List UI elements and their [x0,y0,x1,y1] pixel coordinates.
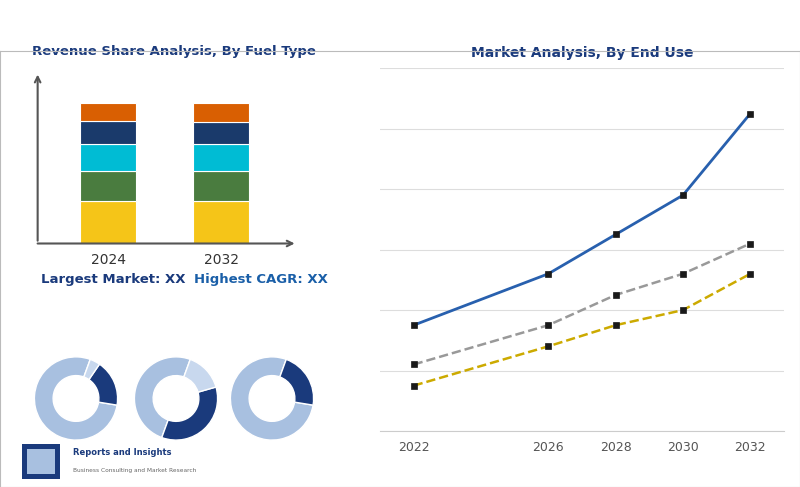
Bar [193,103,250,122]
Bar [80,103,137,121]
Wedge shape [230,357,313,440]
Wedge shape [184,359,216,392]
Title: Market Analysis, By End Use: Market Analysis, By End Use [470,46,694,60]
Bar [193,144,250,171]
Wedge shape [280,359,314,405]
Wedge shape [134,357,190,437]
Bar [193,201,250,244]
Text: Business Consulting and Market Research: Business Consulting and Market Research [73,468,196,473]
Bar [193,122,250,144]
Wedge shape [162,387,218,440]
FancyBboxPatch shape [22,444,61,479]
Bar [80,121,137,144]
Wedge shape [34,357,117,440]
Text: Largest Market: XX: Largest Market: XX [42,273,186,286]
Wedge shape [84,359,99,379]
Bar [80,171,137,201]
Wedge shape [89,364,118,405]
Bar [193,171,250,201]
Bar [80,201,137,244]
Bar [80,144,137,171]
Text: GLOBAL SUSTAINABLE AVIATION FUEL (SAF) MARKET SEGMENT ANALYSIS: GLOBAL SUSTAINABLE AVIATION FUEL (SAF) M… [12,19,561,32]
Text: Revenue Share Analysis, By Fuel Type: Revenue Share Analysis, By Fuel Type [32,45,316,58]
Text: Reports and Insights: Reports and Insights [73,448,171,457]
FancyBboxPatch shape [27,449,55,474]
Text: Highest CAGR: XX: Highest CAGR: XX [194,273,328,286]
